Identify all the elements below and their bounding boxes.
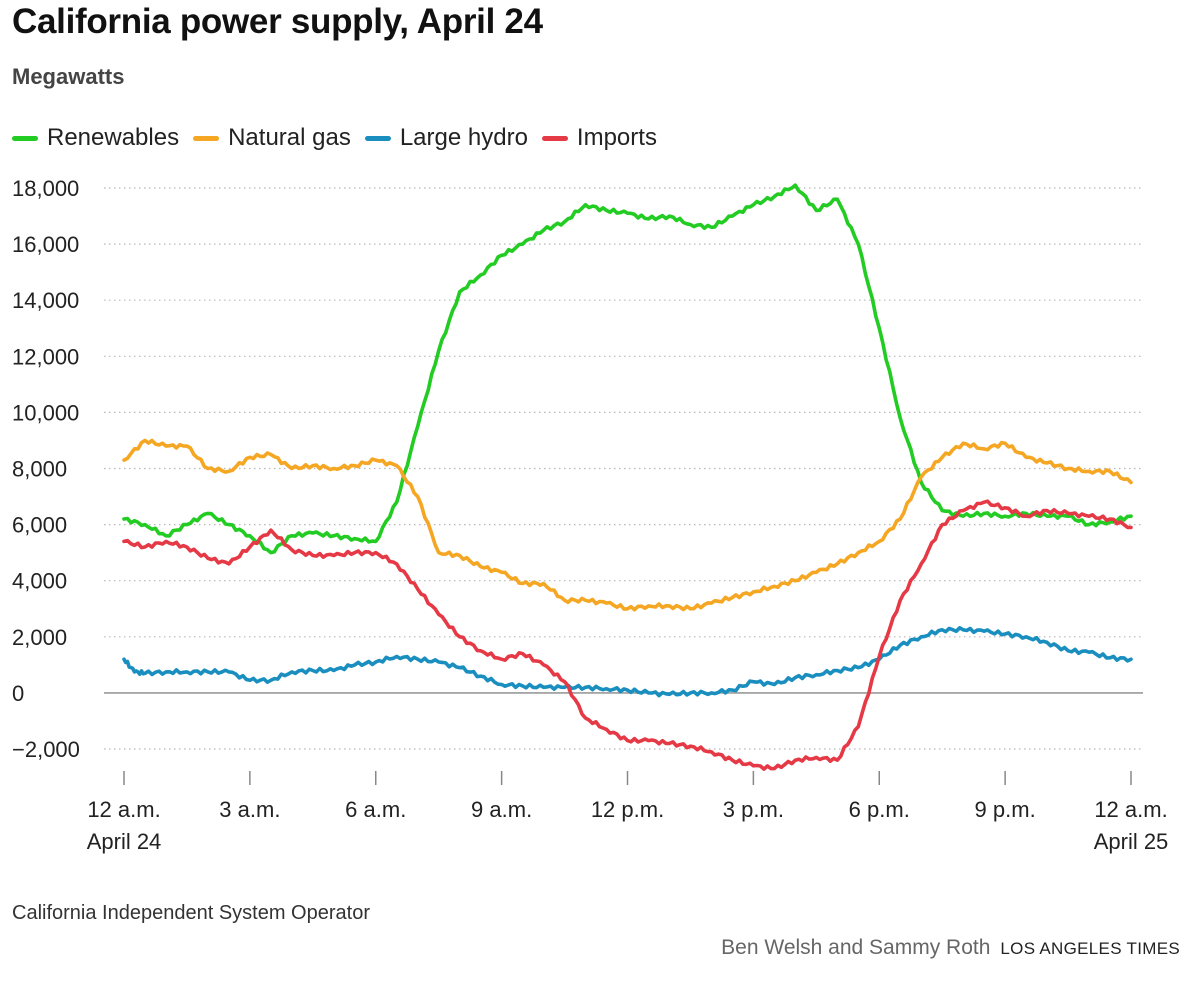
chart-title: California power supply, April 24 [12, 2, 543, 41]
byline: Ben Welsh and Sammy Roth [721, 936, 991, 959]
x-tick-label-4: 12 p.m. [591, 797, 664, 822]
legend-swatch-large-hydro [364, 135, 391, 141]
x-tick-label-2: 6 a.m. [345, 797, 406, 822]
y-tick-label-14-000: 14,000 [12, 288, 79, 313]
y-tick-label-8-000: 8,000 [12, 457, 67, 482]
y-tick-label-10-000: 10,000 [12, 400, 79, 425]
series-line-imports [122, 499, 1133, 771]
legend-swatch-natural-gas [193, 135, 220, 141]
legend-swatch-renewables [12, 135, 38, 141]
y-axis-unit-label: Megawatts [12, 64, 125, 89]
x-tick-label-5: 3 p.m. [723, 797, 784, 822]
y-tick-label-6-000: 6,000 [12, 513, 67, 538]
legend-label-imports: Imports [576, 124, 657, 151]
series-line-large-hydro [122, 626, 1133, 698]
x-axis: 12 a.m. April 24 3 a.m. 6 a.m. 9 a.m. 12 p.m.… [87, 771, 1169, 854]
legend-label-renewables: Renewables [47, 124, 180, 151]
x-tick-sublabel-8: April 25 [1094, 829, 1169, 854]
y-tick-label-18-000: 18,000 [12, 176, 79, 201]
line-chart: 18,000 16,000 14,000 12,000 10,000 8,000 6,000… [12, 176, 1169, 854]
legend-item-large-hydro: Large hydro [364, 124, 528, 152]
publisher-name: LOS ANGELES TIMES [1000, 939, 1180, 958]
y-tick-label-0: 0 [12, 681, 24, 706]
x-tick-sublabel-0: April 24 [87, 829, 162, 854]
x-tick-label-8: 12 a.m. [1094, 797, 1167, 822]
x-tick-label-7: 9 p.m. [975, 797, 1036, 822]
x-tick-label-1: 3 a.m. [219, 797, 280, 822]
y-tick-label-4-000: 4,000 [12, 569, 67, 594]
x-tick-label-3: 9 a.m. [471, 797, 532, 822]
gridlines [104, 187, 1143, 750]
series-line-renewables [122, 183, 1133, 555]
legend-label-natural-gas: Natural gas [228, 124, 351, 151]
y-tick-label-2-000: 2,000 [12, 625, 67, 650]
credit-line: Ben Welsh and Sammy Roth LOS ANGELES TIM… [721, 936, 1180, 960]
legend-item-imports: Imports [541, 124, 657, 152]
series-lines [122, 183, 1133, 771]
legend-item-renewables: Renewables [12, 124, 179, 152]
x-tick-label-6: 6 p.m. [849, 797, 910, 822]
y-tick-label-12-000: 12,000 [12, 344, 79, 369]
source-note: California Independent System Operator [12, 902, 370, 924]
y-axis: 18,000 16,000 14,000 12,000 10,000 8,000 6,000… [12, 176, 80, 762]
legend: Renewables Natural gas Large hydro Impor… [12, 124, 671, 152]
x-tick-label-0: 12 a.m. [87, 797, 160, 822]
series-line-natural-gas [122, 438, 1133, 612]
legend-label-large-hydro: Large hydro [399, 124, 528, 151]
y-tick-label-16-000: 16,000 [12, 232, 79, 257]
legend-item-natural-gas: Natural gas [193, 124, 351, 152]
legend-swatch-imports [541, 135, 568, 141]
y-tick-label-2-000: −2,000 [12, 737, 80, 762]
